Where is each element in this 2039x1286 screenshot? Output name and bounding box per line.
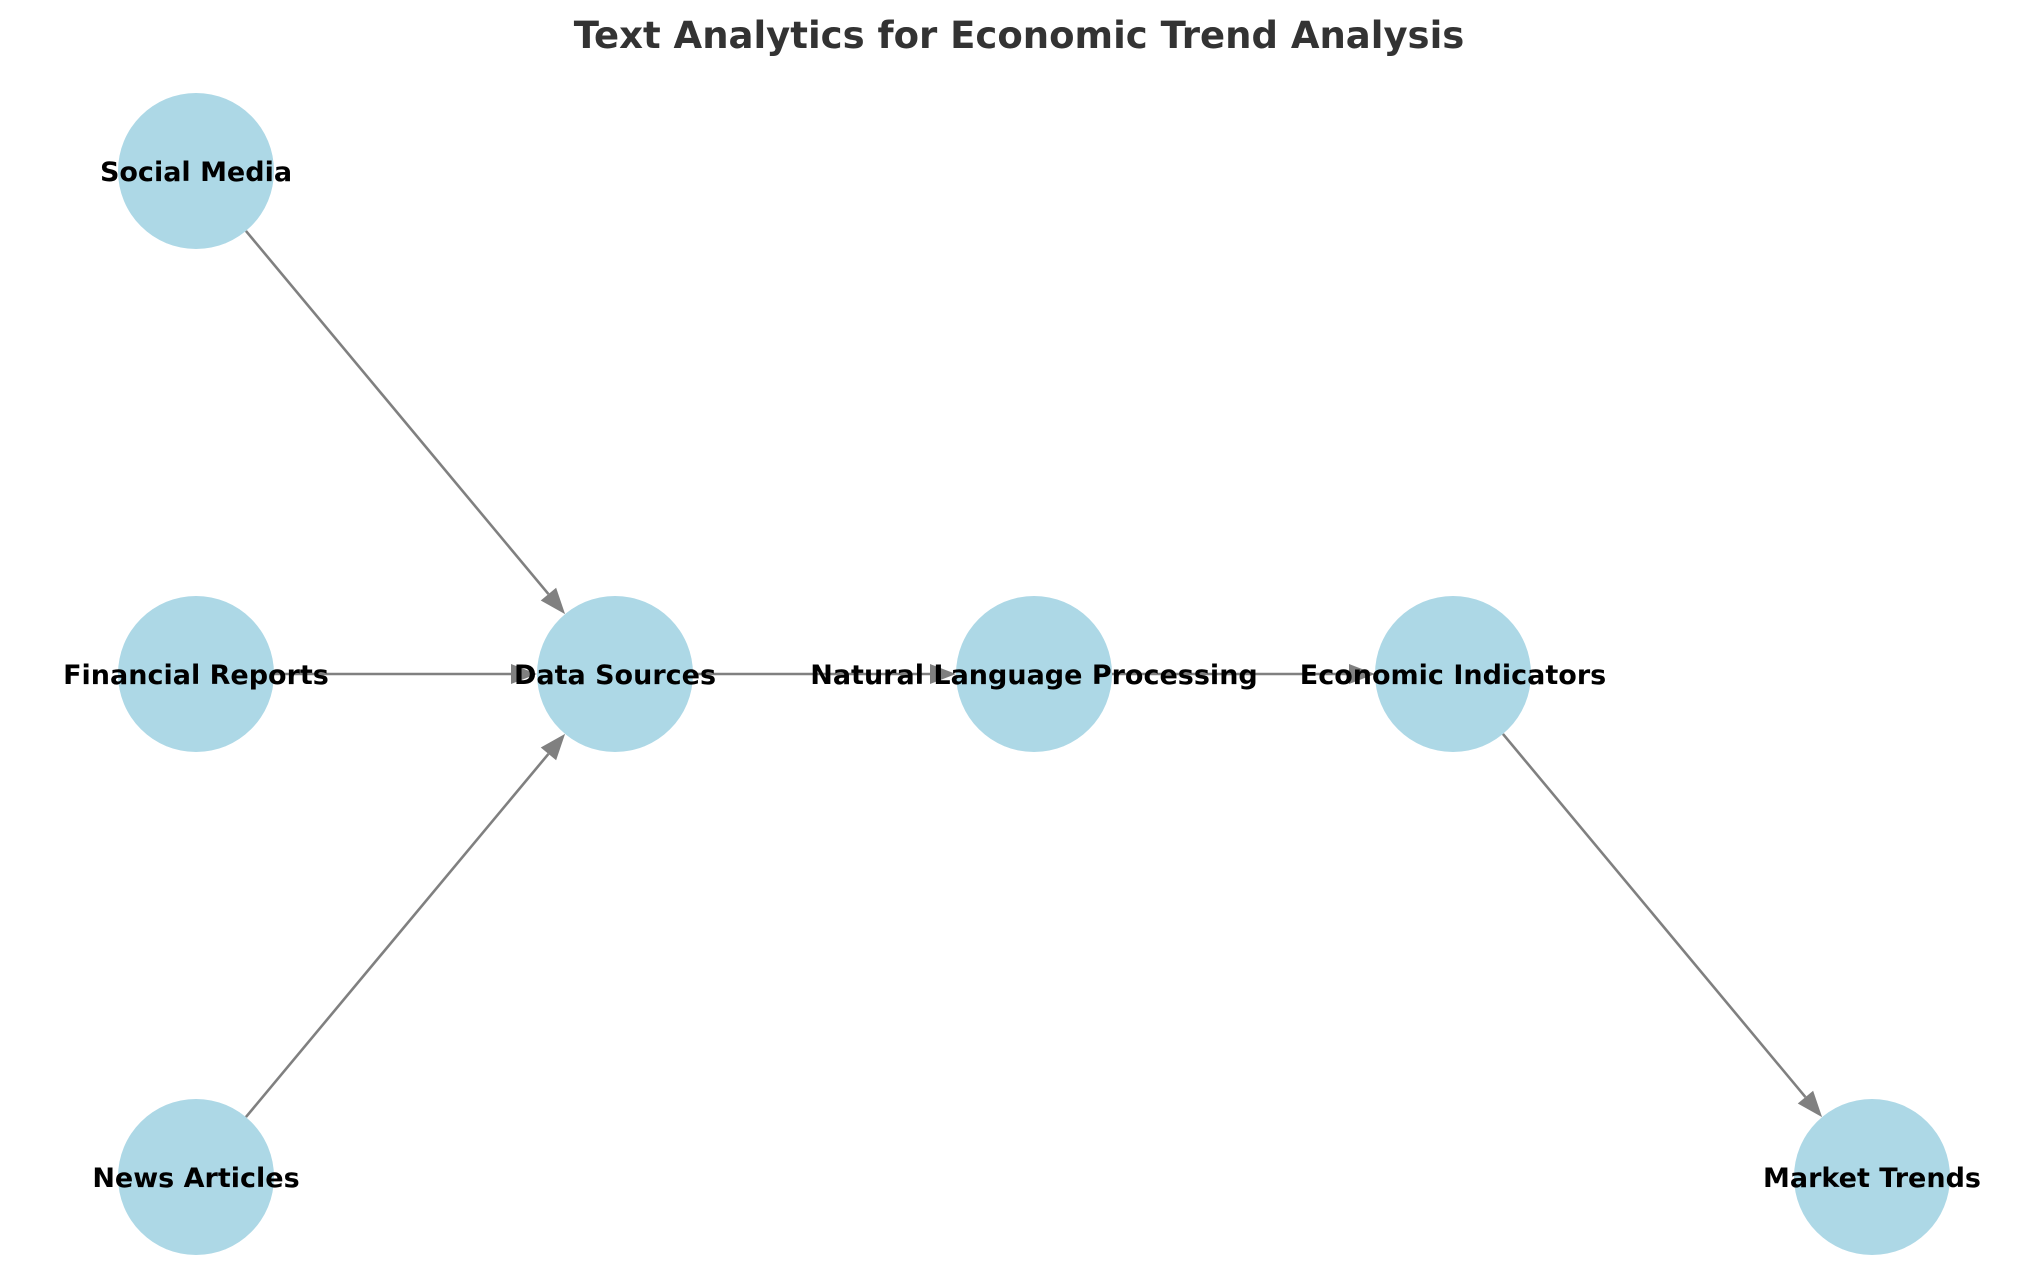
- arrow-head-icon: [511, 664, 537, 684]
- edge-line: [1501, 733, 1807, 1098]
- edge-nlp-to-economic_indicators: [1112, 664, 1375, 684]
- arrow-head-icon: [1797, 1090, 1823, 1118]
- edge-line: [244, 230, 550, 595]
- arrow-head-icon: [930, 664, 956, 684]
- node-financial-reports: [118, 596, 274, 752]
- edge-news_articles-to-data_sources: [244, 733, 566, 1118]
- node-label-market-trends: Market Trends: [1763, 1163, 1981, 1194]
- node-label-social-media: Social Media: [100, 157, 292, 188]
- node-nlp: [956, 596, 1112, 752]
- edges-layer: [244, 230, 1823, 1118]
- node-social-media: [118, 93, 274, 249]
- node-label-nlp: Natural Language Processing: [810, 660, 1258, 691]
- node-market-trends: [1794, 1099, 1950, 1255]
- edge-data_sources-to-nlp: [693, 664, 956, 684]
- node-label-news-articles: News Articles: [92, 1163, 299, 1194]
- node-economic-indicators: [1375, 596, 1531, 752]
- diagram-title: Text Analytics for Economic Trend Analys…: [574, 14, 1465, 57]
- edge-financial_reports-to-data_sources: [274, 664, 537, 684]
- node-label-financial-reports: Financial Reports: [63, 660, 329, 691]
- arrow-head-icon: [540, 733, 566, 761]
- node-label-data-sources: Data Sources: [514, 660, 716, 691]
- edge-economic_indicators-to-market_trends: [1501, 733, 1823, 1118]
- arrow-head-icon: [1349, 664, 1375, 684]
- node-label-economic-indicators: Economic Indicators: [1300, 660, 1606, 691]
- arrow-head-icon: [540, 587, 566, 615]
- edge-line: [244, 753, 550, 1118]
- edge-social_media-to-data_sources: [244, 230, 566, 615]
- labels-layer: Social Media Financial Reports News Articl…: [63, 157, 1981, 1194]
- node-data-sources: [537, 596, 693, 752]
- nodes-layer: [118, 93, 1950, 1255]
- node-news-articles: [118, 1099, 274, 1255]
